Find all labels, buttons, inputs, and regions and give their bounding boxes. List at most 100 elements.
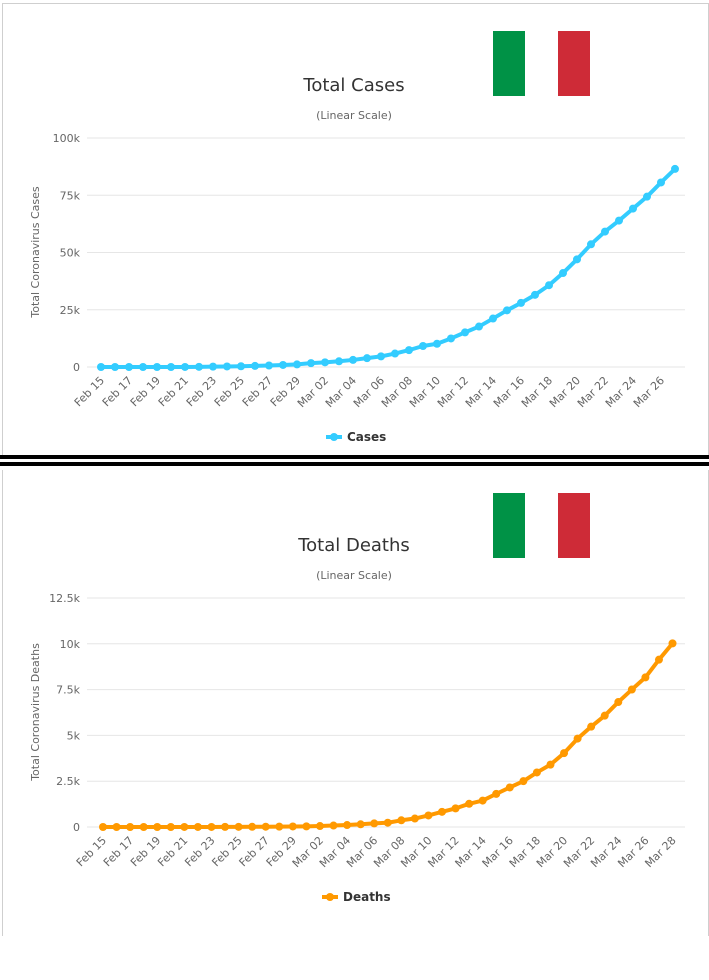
data-point [275, 822, 284, 831]
data-point [478, 796, 487, 805]
legend-marker [326, 893, 334, 901]
data-point [461, 328, 469, 337]
data-point [321, 358, 329, 367]
deaths-chart: Total Deaths (Linear Scale) 0 2.5k 5k 7.5k 10k… [29, 493, 685, 904]
flag-white-stripe [525, 31, 558, 96]
data-point [223, 362, 231, 371]
data-point [335, 357, 343, 366]
data-point [209, 362, 217, 371]
data-point [261, 822, 270, 831]
data-point [356, 820, 365, 829]
cases-chart-panel [0, 0, 709, 457]
x-tick-label: Mar 26 [631, 374, 667, 410]
data-point [668, 639, 677, 648]
data-point [519, 777, 528, 786]
data-point [546, 760, 555, 769]
data-point [195, 362, 203, 371]
data-point [405, 346, 413, 355]
y-tick-label: 7.5k [56, 684, 80, 697]
data-point [447, 334, 455, 343]
y-tick-label: 5k [67, 729, 81, 742]
data-point [627, 685, 636, 694]
legend-label: Deaths [343, 890, 391, 904]
y-tick-label: 12.5k [49, 592, 80, 605]
data-point [343, 821, 352, 830]
data-point [248, 822, 257, 831]
data-point [643, 192, 651, 201]
data-point [573, 255, 581, 264]
y-tick-label: 0 [73, 821, 80, 834]
data-point [125, 362, 133, 371]
data-point [475, 322, 483, 331]
y-axis-label: Total Coronavirus Deaths [29, 643, 42, 782]
data-point [193, 822, 202, 831]
chart-subtitle: (Linear Scale) [316, 109, 392, 122]
data-point [397, 816, 406, 825]
data-point [279, 360, 287, 369]
data-point [615, 216, 623, 225]
y-tick-label: 25k [60, 304, 81, 317]
x-tick-label: Feb 23 [184, 374, 219, 409]
y-axis-label: Total Coronavirus Cases [29, 186, 42, 319]
data-point [641, 673, 650, 682]
flag-red-stripe [558, 493, 590, 558]
y-tick-label: 75k [60, 189, 81, 202]
data-point [560, 749, 569, 758]
divider-line [0, 462, 709, 466]
data-point [139, 362, 147, 371]
data-point [654, 655, 663, 664]
flag-white-stripe [525, 493, 558, 558]
data-point [288, 822, 297, 831]
data-point [489, 314, 497, 323]
data-point [573, 734, 582, 743]
data-point [207, 822, 216, 831]
data-point [315, 822, 324, 831]
data-point [517, 298, 525, 307]
data-point [614, 698, 623, 707]
y-tick-label: 10k [60, 638, 81, 651]
chart-subtitle: (Linear Scale) [316, 569, 392, 582]
flag-green-stripe [493, 493, 525, 558]
legend-marker [330, 433, 338, 441]
flag-green-stripe [493, 31, 525, 96]
data-point [99, 823, 107, 831]
y-tick-label: 2.5k [56, 775, 80, 788]
data-point [410, 814, 419, 823]
data-point [545, 281, 553, 290]
flag-red-stripe [558, 31, 590, 96]
data-point [424, 811, 433, 820]
x-tick-label: Feb 21 [156, 374, 191, 409]
data-point [419, 341, 427, 350]
data-point [329, 821, 338, 830]
data-point [532, 768, 541, 777]
data-point [671, 164, 679, 173]
data-point [503, 306, 511, 315]
data-point [221, 822, 230, 831]
chart-title: Total Cases [302, 75, 404, 96]
x-tick-label: Feb 25 [212, 374, 247, 409]
data-point [629, 204, 637, 213]
data-point [587, 240, 595, 249]
x-tick-label: Feb 27 [240, 374, 275, 409]
data-point [234, 822, 243, 831]
data-point [377, 352, 385, 361]
data-point [166, 823, 175, 831]
data-point [153, 362, 161, 371]
y-tick-label: 100k [53, 132, 81, 145]
data-point [153, 823, 162, 831]
data-point [505, 783, 514, 792]
data-point [531, 290, 539, 299]
series-line [101, 167, 677, 369]
y-tick-label: 50k [60, 247, 81, 260]
data-point [237, 362, 245, 371]
data-point [451, 804, 460, 813]
data-point [465, 799, 474, 808]
data-point [307, 359, 315, 368]
data-point [370, 819, 379, 828]
data-point [601, 227, 609, 236]
data-point [349, 355, 357, 364]
data-point [492, 789, 501, 798]
italy-flag [493, 31, 590, 96]
data-point [293, 360, 301, 369]
data-point [383, 818, 392, 827]
